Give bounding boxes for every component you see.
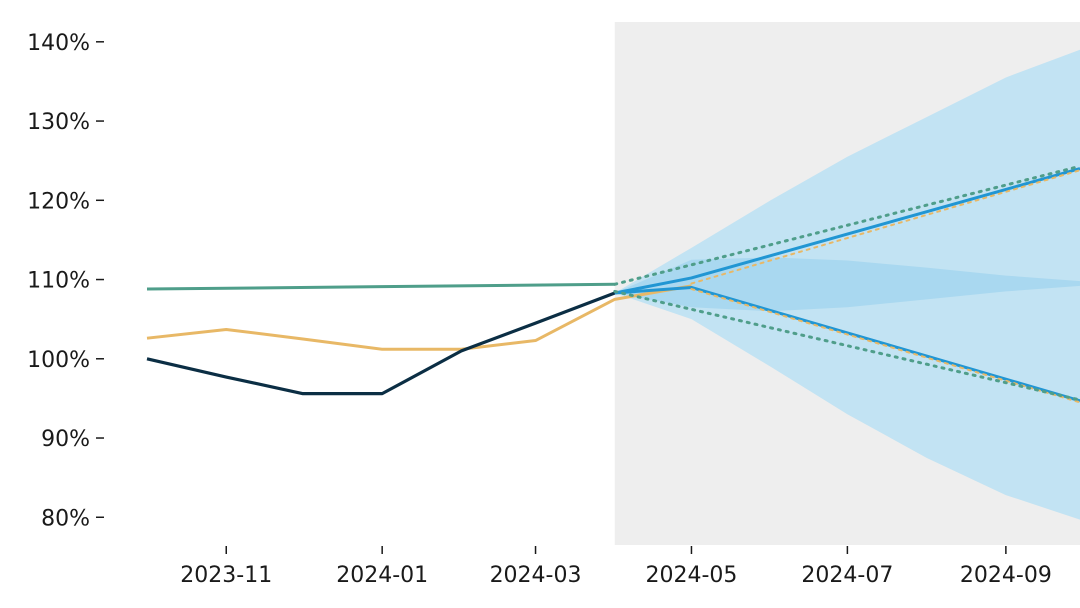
- x-axis: 2023-11 2024-01 2024-03 2024-05 2024-07 2024-…: [180, 546, 1052, 588]
- series-line-6: [690, 169, 1080, 285]
- series-line-1: [146, 282, 615, 291]
- series-line-7: [690, 288, 1080, 404]
- x-tick-label: 2024-05: [646, 563, 738, 588]
- y-tick-label: 110%: [27, 269, 90, 294]
- x-tick-label: 2024-09: [960, 563, 1052, 588]
- y-axis: 80% 90% 100% 110% 120% 130% 140%: [27, 31, 104, 531]
- x-tick-label: 2024-03: [490, 563, 582, 588]
- series-line-4: [614, 167, 1080, 295]
- series-line-2: [146, 284, 692, 351]
- x-tick-label: 2024-01: [336, 563, 428, 588]
- series-line-9: [613, 289, 1080, 402]
- y-tick-label: 80%: [41, 506, 90, 531]
- y-tick-label: 120%: [27, 189, 90, 214]
- series-line-8: [613, 164, 1080, 286]
- series-lines: [146, 164, 1080, 404]
- series-line-3: [146, 291, 616, 396]
- y-tick-label: 100%: [27, 348, 90, 373]
- y-tick-label: 140%: [27, 31, 90, 56]
- x-tick-label: 2023-11: [180, 563, 272, 588]
- y-tick-label: 90%: [41, 427, 90, 452]
- series-line-5: [614, 285, 1080, 403]
- y-tick-label: 130%: [27, 110, 90, 135]
- x-tick-label: 2024-07: [801, 563, 893, 588]
